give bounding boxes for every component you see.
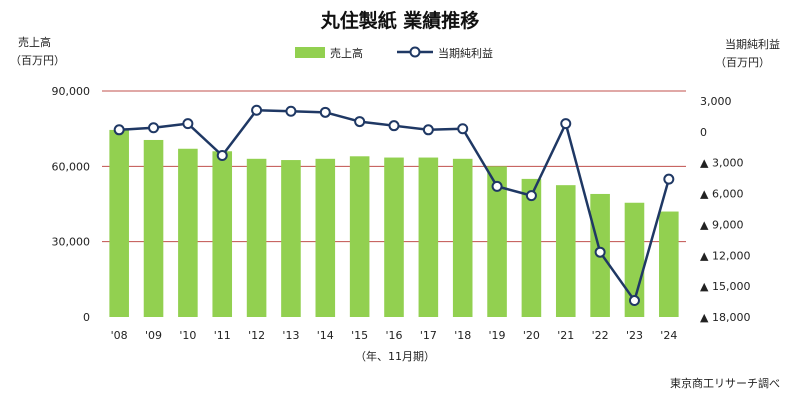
left-tick-label: 0 (83, 311, 90, 324)
source-note: 東京商工リサーチ調べ (670, 376, 780, 390)
sales-bar-18 (452, 158, 473, 317)
x-tick-label: '15 (351, 329, 368, 342)
legend-label-profit: 当期純利益 (438, 46, 493, 60)
sales-bar-13 (281, 160, 301, 317)
left-axis-label: 売上高 (18, 35, 51, 49)
profit-point-12 (251, 104, 263, 116)
sales-bar-12 (246, 158, 267, 317)
profit-point-22 (594, 246, 606, 258)
x-tick-label: '10 (179, 329, 196, 342)
sales-bar-20 (521, 178, 542, 317)
x-tick-label: '24 (660, 329, 677, 342)
chart-title: 丸住製紙 業績推移 (320, 9, 480, 32)
profit-point-08 (113, 124, 125, 136)
right-tick-label: ▲ 3,000 (700, 157, 743, 170)
x-tick-label: '16 (385, 329, 402, 342)
x-tick-label: '23 (626, 329, 643, 342)
right-tick-label: ▲ 15,000 (700, 280, 750, 293)
x-tick-label: '17 (420, 329, 437, 342)
profit-point-20 (525, 190, 537, 202)
right-tick-label: ▲ 6,000 (700, 188, 743, 201)
profit-point-11 (216, 150, 228, 162)
right-tick-label: ▲ 12,000 (700, 249, 750, 262)
sales-bar-08 (109, 129, 129, 317)
sales-bars (109, 129, 679, 317)
x-tick-label: '14 (317, 329, 334, 342)
sales-bar-21 (555, 185, 576, 317)
right-tick-label: 3,000 (700, 95, 732, 108)
sales-bar-17 (418, 157, 439, 317)
x-axis-note: （年、11月期） (355, 349, 435, 363)
left-tick-label: 30,000 (52, 236, 91, 249)
profit-point-19 (491, 180, 503, 192)
x-axis-ticks: '08 '09 '10 '11 '12 '13 '14 '15 '16 '17 '18 '19 '20 '… (111, 329, 678, 342)
legend-label-sales: 売上高 (330, 46, 363, 60)
sales-bar-11 (212, 151, 233, 317)
sales-bar-23 (624, 202, 645, 317)
x-tick-label: '22 (592, 329, 609, 342)
sales-bar-24 (659, 211, 679, 317)
x-tick-label: '19 (489, 329, 506, 342)
right-tick-label: ▲ 9,000 (700, 218, 743, 231)
profit-point-16 (388, 120, 400, 132)
profit-point-14 (319, 106, 331, 118)
legend-swatch-bar (295, 47, 325, 58)
profit-point-09 (148, 122, 160, 134)
sales-bar-10 (178, 148, 198, 317)
profit-point-10 (182, 118, 194, 130)
sales-bar-14 (315, 158, 336, 317)
left-axis-ticks: 0 30,000 60,000 90,000 (52, 85, 91, 324)
x-tick-label: '08 (111, 329, 128, 342)
profit-line (113, 104, 675, 307)
sales-bar-15 (349, 156, 370, 317)
left-tick-label: 90,000 (52, 85, 91, 98)
profit-point-15 (354, 116, 366, 128)
x-tick-label: '09 (145, 329, 162, 342)
profit-point-23 (628, 295, 640, 307)
x-tick-label: '12 (248, 329, 265, 342)
sales-bar-09 (143, 139, 164, 317)
legend-swatch-marker (409, 46, 421, 58)
profit-point-17 (422, 124, 434, 136)
x-tick-label: '13 (282, 329, 299, 342)
legend: 売上高 当期純利益 (295, 46, 493, 60)
profit-point-21 (560, 118, 572, 130)
x-tick-label: '18 (454, 329, 471, 342)
left-axis-unit: （百万円） (10, 54, 65, 67)
profit-point-13 (285, 105, 297, 117)
x-tick-label: '11 (214, 329, 231, 342)
right-axis-unit: （百万円） (715, 56, 770, 69)
profit-point-24 (663, 173, 675, 185)
profit-point-18 (457, 123, 469, 135)
x-tick-label: '21 (557, 329, 574, 342)
x-tick-label: '20 (523, 329, 540, 342)
right-tick-label: ▲ 18,000 (700, 311, 750, 324)
right-tick-label: 0 (700, 126, 707, 139)
sales-bar-16 (384, 157, 404, 317)
left-tick-label: 60,000 (52, 160, 91, 173)
right-axis-label: 当期純利益 (725, 37, 780, 51)
sales-bar-19 (487, 166, 507, 317)
right-axis-ticks: 3,000 0 ▲ 3,000 ▲ 6,000 ▲ 9,000 ▲ 12,000 ▲ 15,… (700, 95, 750, 324)
